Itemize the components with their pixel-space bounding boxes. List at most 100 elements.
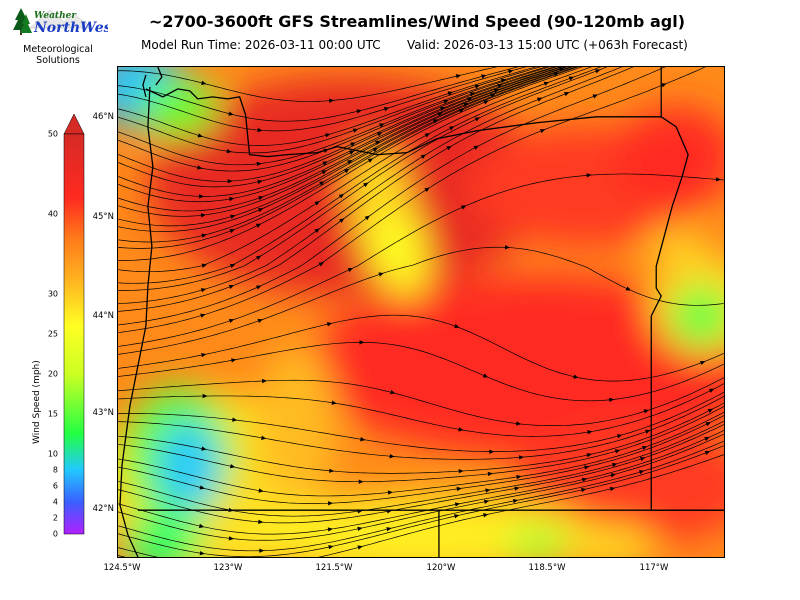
streamline-arrow bbox=[467, 97, 473, 102]
streamline-arrow bbox=[424, 133, 431, 138]
streamline-arrow bbox=[358, 479, 364, 484]
streamline-arrow bbox=[379, 123, 385, 128]
streamline bbox=[118, 420, 724, 517]
streamline-arrow bbox=[469, 92, 476, 97]
streamline-arrow bbox=[201, 446, 207, 451]
streamline bbox=[118, 396, 724, 460]
streamline-arrow bbox=[229, 263, 236, 269]
streamline bbox=[118, 67, 567, 212]
streamline-arrow bbox=[257, 208, 264, 213]
streamline-arrow bbox=[255, 223, 262, 228]
streamline bbox=[118, 67, 592, 273]
streamline-arrow bbox=[200, 213, 206, 218]
streamline-arrow bbox=[705, 422, 711, 427]
streamline-arrow bbox=[201, 352, 207, 358]
streamline bbox=[118, 67, 634, 312]
colorbar-tick: 15 bbox=[47, 409, 58, 419]
streamline-arrow bbox=[359, 340, 365, 345]
streamline-arrow bbox=[201, 80, 207, 85]
streamline-arrow bbox=[581, 477, 588, 482]
streamline-arrow bbox=[610, 473, 616, 478]
streamline-arrow bbox=[261, 435, 267, 440]
streamline-arrow bbox=[586, 452, 593, 458]
streamline-arrow bbox=[322, 161, 328, 166]
lon-label: 124.5°W bbox=[103, 563, 141, 573]
streamline bbox=[118, 67, 666, 326]
streamline-arrow bbox=[497, 83, 503, 88]
streamline bbox=[118, 67, 623, 305]
streamline bbox=[118, 67, 568, 217]
streamline bbox=[118, 67, 541, 154]
streamline-arrow bbox=[197, 165, 203, 170]
streamline-arrow bbox=[454, 323, 460, 329]
streamline bbox=[118, 342, 724, 402]
streamline-arrow bbox=[639, 456, 646, 462]
streamline-arrow bbox=[200, 313, 206, 318]
streamline-arrow bbox=[661, 83, 667, 88]
streamline-arrow bbox=[349, 150, 355, 155]
streamline-arrow bbox=[568, 76, 575, 81]
streamline bbox=[118, 67, 577, 243]
streamline-arrow bbox=[364, 215, 370, 221]
streamline-arrow bbox=[314, 201, 320, 206]
streamline-arrow bbox=[447, 91, 454, 96]
weather-northwest-logo: Weather NorthWest Meteorological Solutio… bbox=[8, 4, 119, 70]
streamline-arrow bbox=[485, 488, 491, 493]
streamline-arrow bbox=[592, 94, 598, 99]
colorbar-tick: 10 bbox=[47, 449, 58, 459]
streamline-arrow bbox=[327, 527, 334, 532]
streamline-arrow bbox=[232, 417, 238, 422]
streamline bbox=[118, 67, 557, 188]
lat-label: 43°N bbox=[92, 408, 114, 418]
colorbar-tick: 50 bbox=[47, 129, 58, 139]
streamline-arrow bbox=[482, 373, 489, 378]
lon-label: 120°W bbox=[426, 563, 456, 573]
streamline-arrow bbox=[228, 536, 234, 541]
colorbar-tick: 40 bbox=[47, 209, 58, 219]
streamline-arrow bbox=[344, 168, 350, 174]
streamline-arrow bbox=[199, 194, 205, 199]
colorbar-tick: 2 bbox=[52, 513, 58, 523]
streamline-arrow bbox=[625, 286, 632, 291]
logo-caption-line2: Solutions bbox=[36, 55, 80, 66]
streamline-arrow bbox=[439, 107, 446, 112]
streamline-arrow bbox=[708, 388, 715, 393]
streamline-arrow bbox=[587, 430, 593, 435]
streamline-arrow bbox=[226, 148, 232, 154]
streamline-arrow bbox=[454, 502, 461, 507]
streamline bbox=[118, 433, 724, 541]
streamline bbox=[118, 173, 724, 347]
streamline-arrow bbox=[458, 427, 464, 432]
streamline-arrow bbox=[715, 177, 721, 182]
wind-speed-map[interactable] bbox=[117, 66, 725, 558]
streamline-arrow bbox=[564, 92, 570, 97]
streamline-arrow bbox=[595, 69, 601, 74]
streamline bbox=[118, 424, 724, 524]
streamline-arrow bbox=[229, 228, 236, 234]
streamline-arrow bbox=[227, 179, 233, 184]
streamline-arrow bbox=[432, 119, 439, 124]
streamline-arrow bbox=[559, 67, 565, 72]
streamline-arrow bbox=[645, 429, 651, 434]
streamline-arrow bbox=[518, 455, 525, 460]
streamline bbox=[118, 391, 724, 452]
streamline-arrow bbox=[377, 132, 383, 137]
streamline-arrow bbox=[331, 400, 337, 405]
streamline-arrow bbox=[474, 84, 481, 89]
chart-title: ~2700-3600ft GFS Streamlines/Wind Speed … bbox=[148, 12, 685, 31]
streamline bbox=[118, 415, 724, 504]
streamline-arrow bbox=[339, 218, 345, 223]
valid-time: Valid: 2026-03-13 15:00 UTC (+063h Forec… bbox=[407, 38, 688, 52]
lat-label: 45°N bbox=[92, 212, 114, 222]
streamline-arrow bbox=[228, 111, 234, 116]
lon-label: 118.5°W bbox=[528, 563, 566, 573]
colorbar-tick: 30 bbox=[47, 289, 58, 299]
streamline-arrow bbox=[338, 193, 345, 199]
lon-label: 117°W bbox=[639, 563, 669, 573]
streamline-arrow bbox=[199, 485, 205, 490]
streamline-arrow bbox=[325, 133, 331, 138]
streamline-arrow bbox=[350, 142, 356, 147]
streamline-arrow bbox=[508, 69, 514, 74]
streamline-arrow bbox=[329, 468, 335, 473]
colorbar: 50 40 30 25 20 15 10 8 6 4 2 0 Wind Spee… bbox=[24, 110, 94, 540]
